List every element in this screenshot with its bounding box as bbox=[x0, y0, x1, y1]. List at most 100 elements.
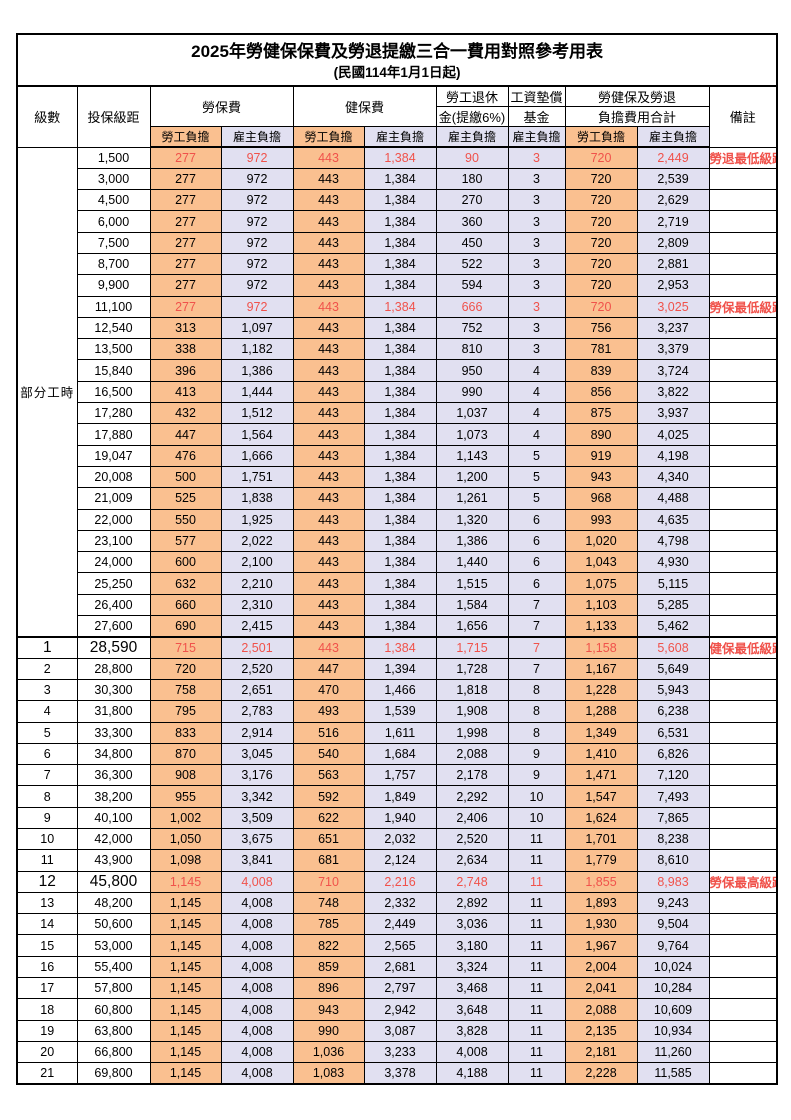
total-employer-cell: 3,025 bbox=[636, 295, 710, 318]
remark-cell bbox=[708, 615, 778, 638]
salary-cell: 27,600 bbox=[76, 615, 151, 638]
total-employee-cell: 2,135 bbox=[564, 1019, 638, 1042]
hi-employee-cell: 443 bbox=[292, 274, 365, 297]
hi-employee-cell: 443 bbox=[292, 210, 365, 233]
li-employer-cell: 972 bbox=[220, 274, 294, 297]
li-employer-cell: 4,008 bbox=[220, 977, 294, 1000]
li-employee-cell: 795 bbox=[149, 700, 222, 723]
level-cell: 10 bbox=[16, 827, 78, 851]
header-hi-employer-share: 雇主負擔 bbox=[363, 126, 437, 148]
total-employer-cell: 3,937 bbox=[636, 402, 710, 425]
hi-employer-cell: 3,378 bbox=[363, 1062, 437, 1085]
total-employee-cell: 756 bbox=[564, 316, 638, 340]
salary-cell: 3,000 bbox=[76, 167, 151, 191]
wage-fund-cell: 3 bbox=[507, 167, 566, 191]
total-employee-cell: 720 bbox=[564, 231, 638, 254]
hi-employee-cell: 443 bbox=[292, 615, 365, 638]
hi-employer-cell: 1,384 bbox=[363, 316, 437, 340]
header-wage-fund-line1: 工資墊償 bbox=[507, 85, 566, 107]
li-employer-cell: 3,045 bbox=[220, 742, 294, 766]
salary-cell: 24,000 bbox=[76, 551, 151, 574]
total-employer-cell: 5,943 bbox=[636, 678, 710, 702]
total-employee-cell: 720 bbox=[564, 252, 638, 276]
level-cell: 9 bbox=[16, 806, 78, 830]
hi-employer-cell: 1,394 bbox=[363, 657, 437, 680]
total-employer-cell: 3,237 bbox=[636, 316, 710, 340]
salary-cell: 66,800 bbox=[76, 1040, 151, 1064]
hi-employer-cell: 1,384 bbox=[363, 231, 437, 254]
pension-cell: 1,818 bbox=[435, 678, 509, 702]
li-employer-cell: 1,512 bbox=[220, 402, 294, 425]
fee-reference-table: 2025年勞健保保費及勞退提繳三合一費用對照參考用表 (民國114年1月1日起)… bbox=[16, 33, 779, 1086]
total-employee-cell: 2,041 bbox=[564, 977, 638, 1000]
salary-cell: 7,500 bbox=[76, 231, 151, 254]
total-employee-cell: 1,624 bbox=[564, 806, 638, 830]
wage-fund-cell: 11 bbox=[507, 870, 566, 893]
total-employer-cell: 9,764 bbox=[636, 934, 710, 957]
total-employer-cell: 5,462 bbox=[636, 615, 710, 638]
remark-cell bbox=[708, 1062, 778, 1085]
wage-fund-cell: 5 bbox=[507, 487, 566, 510]
remark-cell bbox=[708, 551, 778, 574]
remark-cell bbox=[708, 316, 778, 340]
salary-cell: 28,590 bbox=[76, 635, 151, 659]
hi-employer-cell: 3,233 bbox=[363, 1040, 437, 1064]
total-employer-cell: 5,608 bbox=[636, 635, 710, 659]
li-employer-cell: 2,100 bbox=[220, 551, 294, 574]
salary-cell: 69,800 bbox=[76, 1062, 151, 1085]
wage-fund-cell: 4 bbox=[507, 380, 566, 404]
remark-cell: 勞保最高級距 bbox=[708, 870, 778, 893]
li-employee-cell: 1,145 bbox=[149, 1019, 222, 1042]
salary-cell: 19,047 bbox=[76, 444, 151, 467]
total-employer-cell: 4,025 bbox=[636, 423, 710, 446]
table-row: 16,500 413 1,444 443 1,384 990 4 856 3,822 bbox=[17, 380, 778, 404]
total-employee-cell: 2,228 bbox=[564, 1062, 638, 1085]
total-employee-cell: 993 bbox=[564, 508, 638, 531]
total-employee-cell: 1,228 bbox=[564, 678, 638, 702]
li-employee-cell: 1,145 bbox=[149, 977, 222, 1000]
pension-cell: 1,715 bbox=[435, 635, 509, 659]
level-cell: 11 bbox=[16, 849, 78, 872]
total-employer-cell: 8,983 bbox=[636, 870, 710, 893]
li-employer-cell: 3,176 bbox=[220, 764, 294, 787]
hi-employer-cell: 2,565 bbox=[363, 934, 437, 957]
hi-employer-cell: 1,384 bbox=[363, 487, 437, 510]
header-row-3: 勞工負擔 雇主負擔 勞工負擔 雇主負擔 雇主負擔 雇主負擔 勞工負擔 雇主負擔 bbox=[17, 126, 777, 148]
table-row: 13,500 338 1,182 443 1,384 810 3 781 3,379 bbox=[17, 338, 778, 361]
header-pension-line1: 勞工退休 bbox=[435, 85, 509, 107]
hi-employee-cell: 443 bbox=[292, 167, 365, 191]
pension-cell: 1,073 bbox=[435, 423, 509, 446]
total-employee-cell: 1,701 bbox=[564, 827, 638, 851]
total-employee-cell: 1,288 bbox=[564, 700, 638, 723]
remark-cell bbox=[708, 444, 778, 467]
table-row: 23,100 577 2,022 443 1,384 1,386 6 1,020 4,798 bbox=[17, 529, 778, 553]
total-employer-cell: 8,610 bbox=[636, 849, 710, 872]
hi-employee-cell: 443 bbox=[292, 465, 365, 489]
level-cell: 6 bbox=[16, 742, 78, 766]
wage-fund-cell: 8 bbox=[507, 700, 566, 723]
hi-employee-cell: 443 bbox=[292, 551, 365, 574]
hi-employee-cell: 443 bbox=[292, 380, 365, 404]
hi-employee-cell: 447 bbox=[292, 657, 365, 680]
table-row: 3 30,300 758 2,651 470 1,466 1,818 8 1,228 5,943 bbox=[16, 678, 778, 702]
total-employee-cell: 839 bbox=[564, 359, 638, 382]
table-row: 15 53,000 1,145 4,008 822 2,565 3,180 11 1,967 9,… bbox=[16, 934, 778, 957]
total-employer-cell: 8,238 bbox=[636, 827, 710, 851]
li-employee-cell: 600 bbox=[149, 551, 222, 574]
total-employer-cell: 11,260 bbox=[636, 1040, 710, 1064]
wage-fund-cell: 5 bbox=[507, 465, 566, 489]
total-employer-cell: 9,504 bbox=[636, 913, 710, 936]
remark-cell bbox=[708, 657, 778, 680]
hi-employee-cell: 443 bbox=[292, 423, 365, 446]
total-employer-cell: 5,649 bbox=[636, 657, 710, 680]
hi-employee-cell: 443 bbox=[292, 593, 365, 617]
hi-employer-cell: 2,032 bbox=[363, 827, 437, 851]
li-employer-cell: 4,008 bbox=[220, 955, 294, 979]
hi-employee-cell: 443 bbox=[292, 231, 365, 254]
salary-cell: 55,400 bbox=[76, 955, 151, 979]
table-row: 12 45,800 1,145 4,008 710 2,216 2,748 11 1,855 8,… bbox=[16, 870, 778, 893]
remark-cell bbox=[708, 977, 778, 1000]
total-employee-cell: 875 bbox=[564, 402, 638, 425]
remark-cell bbox=[708, 167, 778, 191]
wage-fund-cell: 3 bbox=[507, 338, 566, 361]
